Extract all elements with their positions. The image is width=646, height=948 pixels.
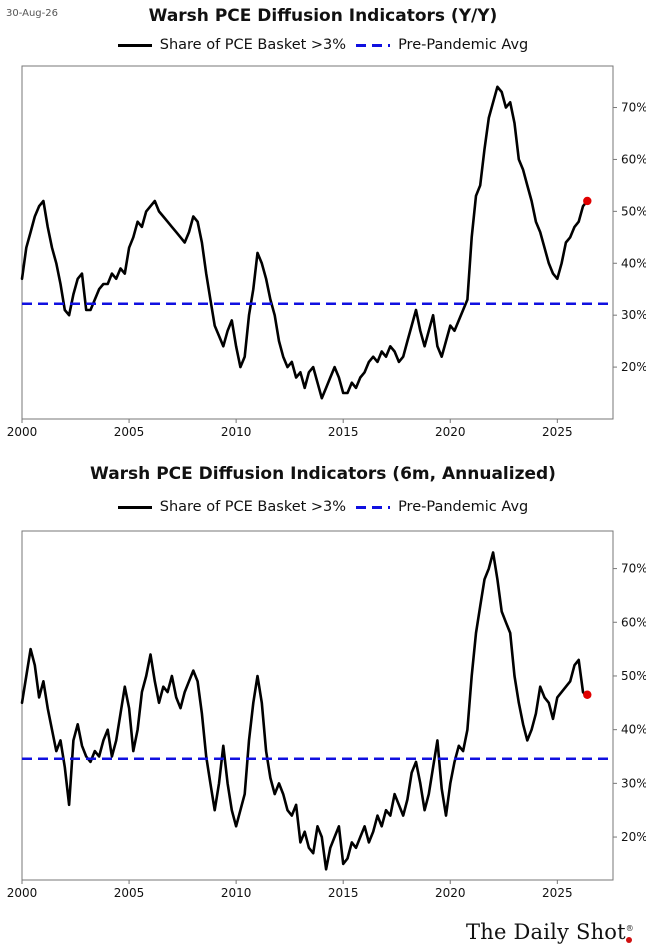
chart-2-title: Warsh PCE Diffusion Indicators (6m, Annu… xyxy=(90,464,556,484)
chart-2-last-point-marker xyxy=(583,690,592,699)
chart-1-legend-item-avg: Pre-Pandemic Avg xyxy=(356,37,528,53)
brand-mark: ® xyxy=(625,924,634,933)
chart-1-y-tick-label-5: 20% xyxy=(621,360,646,374)
chart-2-legend-label-avg: Pre-Pandemic Avg xyxy=(398,499,529,515)
chart-2-legend-swatch-dashed xyxy=(356,505,391,509)
chart-1-x-tick-label-1: 2005 xyxy=(114,425,145,439)
chart-2-legend-item-series: Share of PCE Basket >3% xyxy=(117,499,347,515)
chart-2-legend-swatch-solid xyxy=(117,505,152,509)
chart-1-title: Warsh PCE Diffusion Indicators (Y/Y) xyxy=(148,6,498,26)
chart-2-x-tick-label-1: 2005 xyxy=(114,886,145,900)
brand-name: The Daily Shot xyxy=(466,920,626,944)
chart-1-x-tick-label-2: 2010 xyxy=(221,425,252,439)
chart-1-legend-swatch-dashed xyxy=(356,43,391,47)
chart-1-x-tick-label-0: 2000 xyxy=(7,425,38,439)
chart-1-frame xyxy=(21,65,614,420)
chart-1-y-tick-label-2: 50% xyxy=(621,204,646,218)
report-date: 30-Aug-26 xyxy=(6,8,58,19)
chart-2-legend-item-avg: Pre-Pandemic Avg xyxy=(356,499,528,515)
chart-2-y-tick-label-5: 20% xyxy=(621,830,646,844)
chart-2-y-tick-label-2: 50% xyxy=(621,669,646,683)
chart-2-frame xyxy=(21,530,614,881)
chart-1-legend: Share of PCE Basket >3% Pre-Pandemic Avg xyxy=(0,37,646,53)
chart-2-legend: Share of PCE Basket >3% Pre-Pandemic Avg xyxy=(0,499,646,515)
chart-1-y-tick-label-3: 40% xyxy=(621,256,646,270)
brand-logo: The Daily Shot® xyxy=(466,920,634,944)
chart-2-x-tick-label-3: 2015 xyxy=(328,886,359,900)
chart-2-y-tick-label-3: 40% xyxy=(621,723,646,737)
chart-1-y-tick-label-1: 60% xyxy=(621,152,646,166)
brand-dot xyxy=(626,937,632,943)
chart-1-legend-swatch-solid xyxy=(117,43,152,47)
chart-1-last-point-marker xyxy=(583,196,592,206)
chart-2-y-tick-label-1: 60% xyxy=(621,615,646,629)
chart-2-x-tick-label-5: 2025 xyxy=(542,886,573,900)
chart-2-x-tick-label-2: 2010 xyxy=(221,886,252,900)
chart-2-series-line xyxy=(20,551,589,871)
chart-1-legend-label-series: Share of PCE Basket >3% xyxy=(159,37,347,53)
chart-1-x-tick-label-3: 2015 xyxy=(328,425,359,439)
chart-1-legend-label-avg: Pre-Pandemic Avg xyxy=(398,37,529,53)
chart-2-x-tick-label-4: 2020 xyxy=(435,886,466,900)
chart-1-plot: 2000 2005 2010 2015 2020 2025 70% 60% 50% 40% 30% 2… xyxy=(7,65,646,439)
chart-1-x-tick-label-5: 2025 xyxy=(542,425,573,439)
chart-1-y-tick-label-4: 30% xyxy=(621,308,646,322)
chart-1-x-tick-label-4: 2020 xyxy=(435,425,466,439)
chart-2-legend-label-series: Share of PCE Basket >3% xyxy=(159,499,347,515)
chart-2-x-tick-label-0: 2000 xyxy=(7,886,38,900)
chart-2-y-tick-label-0: 70% xyxy=(621,562,646,576)
chart-2-y-tick-label-4: 30% xyxy=(621,776,646,790)
chart-1-y-tick-label-0: 70% xyxy=(621,101,646,115)
chart-1-legend-item-series: Share of PCE Basket >3% xyxy=(117,37,347,53)
chart-1-series-line xyxy=(20,85,589,400)
